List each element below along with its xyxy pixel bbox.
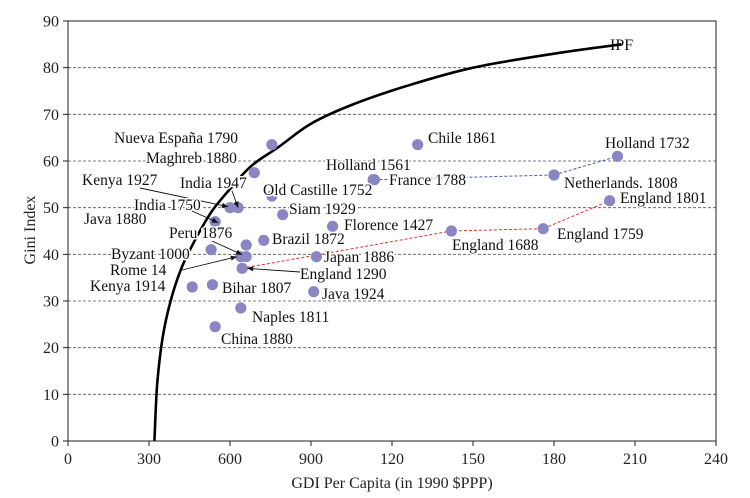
x-tick-label: 600 [218,451,242,468]
ipf-curve-group: IPF [153,37,633,442]
data-point [248,167,260,179]
point-label: Nueva España 1790 [114,130,238,147]
data-point [240,239,252,251]
point-label: Netherlands. 1808 [564,175,678,192]
data-point [277,209,289,221]
point-label: Siam 1929 [289,201,356,218]
ipf-curve-label: IPF [610,37,633,54]
point-label: China 1880 [221,331,293,348]
data-point [224,202,236,214]
data-point [186,281,198,293]
data-point [412,139,424,151]
point-label: Naples 1811 [252,309,329,326]
point-label: Maghreb 1880 [146,150,237,167]
point-label: England 1801 [620,190,707,207]
ipf-curve [153,43,622,442]
y-tick-label: 40 [43,247,59,264]
point-label: Chile 1861 [428,130,496,147]
point-label: England 1759 [557,226,644,243]
point-label: Brazil 1872 [272,231,345,248]
x-tick-label: 150 [461,451,485,468]
annotation-arrow-head [247,266,254,272]
annotation-arrow-line [247,267,301,273]
point-label: Japan 1886 [324,249,394,266]
data-point [266,139,278,151]
y-tick-label: 60 [43,154,59,171]
data-point [327,220,339,232]
point-label: Bihar 1807 [222,280,292,297]
x-tick-label: 900 [299,451,323,468]
x-tick-label: 0 [64,451,72,468]
y-tick-label: 50 [43,200,59,217]
y-tick-label: 10 [43,387,59,404]
y-axis-title: Gini Index [22,196,39,265]
point-label: Old Castille 1752 [263,182,372,199]
data-point [209,321,221,333]
dashed-link-line [242,200,610,269]
point-label: England 1688 [452,237,539,254]
y-tick-label: 90 [43,14,59,31]
point-label: Java 1924 [322,286,385,303]
x-tick-label: 300 [137,451,161,468]
point-label: Kenya 1927 [82,172,158,189]
data-point [205,244,217,256]
annotation-arrow-head [230,255,237,261]
annotation-arrow-head [221,202,228,208]
point-label: Holland 1561 [326,157,411,174]
data-point [368,174,381,186]
annotation-arrow-head [211,217,219,223]
point-label: Rome 14 [110,262,167,279]
y-tick-label: 30 [43,294,59,311]
y-tick-label: 0 [51,434,59,451]
annotation-arrow-line [139,187,229,208]
annotation-arrow-head [233,201,239,208]
point-labels: Nueva España 1790 Maghreb 1880 Chile 1861 H… [81,129,709,350]
point-label: Holland 1732 [605,135,690,152]
point-label: India 1750 [134,197,201,214]
point-label: England 1290 [300,266,387,283]
annotation-arrow-line [181,256,237,271]
plot-frame [67,20,717,442]
data-point [206,279,219,291]
data-point [258,234,270,246]
data-point [604,195,616,207]
x-tick-label: 180 [542,451,566,468]
data-point [235,302,247,314]
point-label: France 1788 [389,172,466,189]
x-tick-label: 240 [704,451,728,468]
data-point [537,223,549,235]
x-axis-title: GDI Per Capita (in 1990 $PPP) [291,475,492,492]
y-tick-label: 70 [43,107,59,124]
point-label: Java 1880 [84,211,147,228]
data-point [240,251,252,263]
point-label: Byzant 1000 [111,246,190,263]
y-tick-label: 80 [43,60,59,77]
point-label: Florence 1427 [344,217,433,234]
data-point [548,169,560,181]
data-points [186,139,624,333]
point-label: Peru 1876 [169,225,233,242]
data-point [266,190,278,202]
data-point [308,286,320,298]
annotations [139,187,301,273]
data-point [236,262,248,274]
point-label: India 1947 [180,175,247,192]
point-label: Kenya 1914 [90,278,166,295]
data-point [611,150,624,162]
y-tick-label: 20 [43,340,59,357]
data-point [310,251,322,263]
annotation-arrow-head [235,249,243,255]
x-tick-label: 210 [623,451,647,468]
dashed-links [242,155,618,269]
data-point [445,225,457,237]
x-tick-label: 120 [380,451,404,468]
